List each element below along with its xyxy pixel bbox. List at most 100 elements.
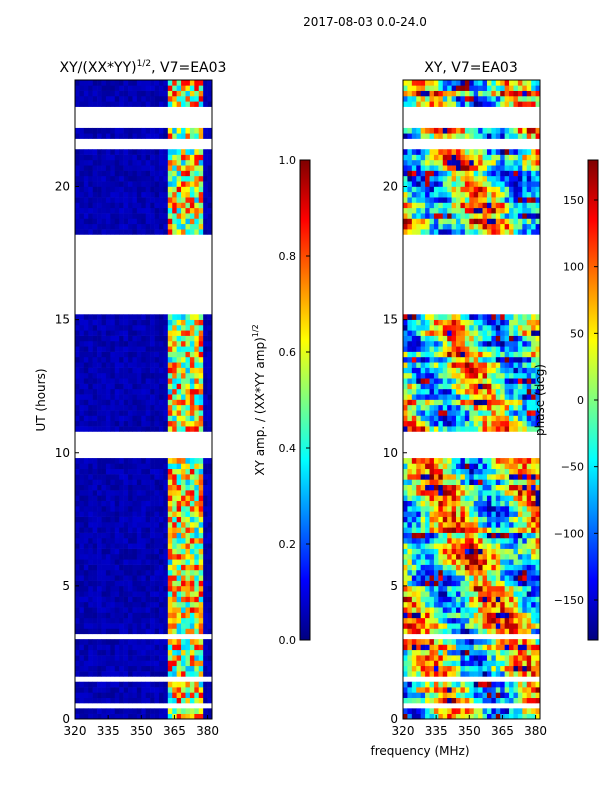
heatmap-cell (451, 420, 457, 427)
heatmap-cell (531, 617, 536, 624)
heatmap-cell (513, 575, 519, 581)
heatmap-cell (473, 596, 479, 603)
heatmap-cell (136, 490, 142, 496)
heatmap-cell (114, 383, 120, 390)
heatmap-cell (535, 490, 541, 496)
heatmap-cell (92, 495, 98, 501)
heatmap-cell (150, 516, 155, 523)
heatmap-cell (460, 506, 466, 512)
heatmap-cell (88, 697, 93, 704)
heatmap-cell (92, 655, 98, 661)
heatmap-cell (203, 346, 208, 352)
heatmap-cell (132, 165, 138, 171)
heatmap-cell (163, 415, 169, 422)
heatmap-cell (433, 362, 439, 368)
heatmap-cell (513, 495, 519, 501)
heatmap-cell (167, 133, 173, 139)
heatmap-cell (504, 612, 510, 619)
heatmap-cell (128, 490, 133, 496)
heatmap-cell (101, 468, 107, 475)
heatmap-cell (495, 340, 501, 347)
heatmap-cell (189, 197, 195, 203)
heatmap-cell (500, 591, 505, 597)
heatmap-cell (464, 474, 470, 480)
heatmap-cell (158, 468, 164, 475)
heatmap-cell (526, 569, 532, 576)
heatmap-cell (88, 335, 93, 342)
heatmap-cell (478, 649, 483, 656)
heatmap-cell (132, 186, 138, 193)
heatmap-cell (132, 697, 138, 704)
heatmap-cell (500, 474, 505, 480)
heatmap-cell (128, 410, 133, 416)
heatmap-cell (189, 362, 195, 368)
heatmap-cell (482, 458, 488, 464)
heatmap-cell (504, 596, 510, 603)
heatmap-cell (486, 591, 492, 597)
heatmap-cell (136, 500, 142, 507)
heatmap-cell (456, 623, 461, 629)
heatmap-cell (495, 319, 501, 326)
heatmap-cell (407, 399, 413, 406)
heatmap-cell (88, 399, 93, 406)
heatmap-cell (150, 415, 155, 422)
heatmap-cell (150, 628, 155, 635)
heatmap-cell (150, 351, 155, 358)
heatmap-cell (473, 559, 479, 565)
heatmap-cell (464, 591, 470, 597)
heatmap-cell (172, 218, 177, 225)
heatmap-cell (189, 585, 195, 592)
heatmap-cell (478, 388, 483, 395)
heatmap-cell (97, 324, 102, 331)
heatmap-cell (158, 90, 164, 97)
heatmap-cell (482, 474, 488, 480)
heatmap-cell (128, 553, 133, 560)
heatmap-cell (128, 468, 133, 475)
heatmap-cell (425, 335, 430, 342)
heatmap-cell (469, 681, 475, 688)
left-ylabel: UT (hours) (34, 368, 48, 431)
heatmap-cell (403, 607, 408, 613)
heatmap-cell (464, 346, 470, 352)
heatmap-cell (88, 623, 93, 629)
heatmap-cell (513, 468, 519, 475)
heatmap-cell (150, 543, 155, 549)
heatmap-cell (198, 127, 204, 134)
heatmap-cell (531, 713, 536, 720)
heatmap-cell (132, 181, 138, 187)
heatmap-cell (438, 687, 444, 693)
heatmap-cell (83, 335, 89, 342)
heatmap-cell (407, 655, 413, 661)
heatmap-cell (194, 474, 200, 480)
heatmap-cell (500, 458, 505, 464)
heatmap-cell (163, 399, 169, 406)
heatmap-cell (442, 644, 448, 651)
heatmap-cell (473, 410, 479, 416)
heatmap-cell (411, 665, 417, 672)
heatmap-cell (451, 601, 457, 608)
heatmap-cell (167, 378, 173, 384)
heatmap-cell (411, 500, 417, 507)
heatmap-cell (416, 521, 421, 528)
heatmap-cell (110, 372, 116, 379)
heatmap-cell (495, 383, 501, 390)
heatmap-cell (176, 319, 182, 326)
heatmap-cell (101, 612, 107, 619)
heatmap-cell (526, 420, 532, 427)
heatmap-cell (203, 564, 208, 571)
heatmap-cell (101, 80, 107, 86)
heatmap-cell (522, 420, 528, 427)
heatmap-cell (438, 383, 444, 390)
heatmap-cell (531, 639, 536, 645)
heatmap-cell (478, 655, 483, 661)
heatmap-cell (517, 516, 523, 523)
heatmap-cell (198, 559, 204, 565)
left-colorbar: 0.00.20.40.60.81.0 XY amp. / (XX*YY amp)… (251, 154, 311, 647)
heatmap-cell (101, 681, 107, 688)
heatmap-cell (119, 170, 124, 177)
heatmap-cell (420, 553, 426, 560)
heatmap-cell (478, 314, 483, 320)
heatmap-cell (207, 133, 213, 139)
heatmap-cell (500, 580, 505, 587)
heatmap-cell (172, 692, 177, 699)
